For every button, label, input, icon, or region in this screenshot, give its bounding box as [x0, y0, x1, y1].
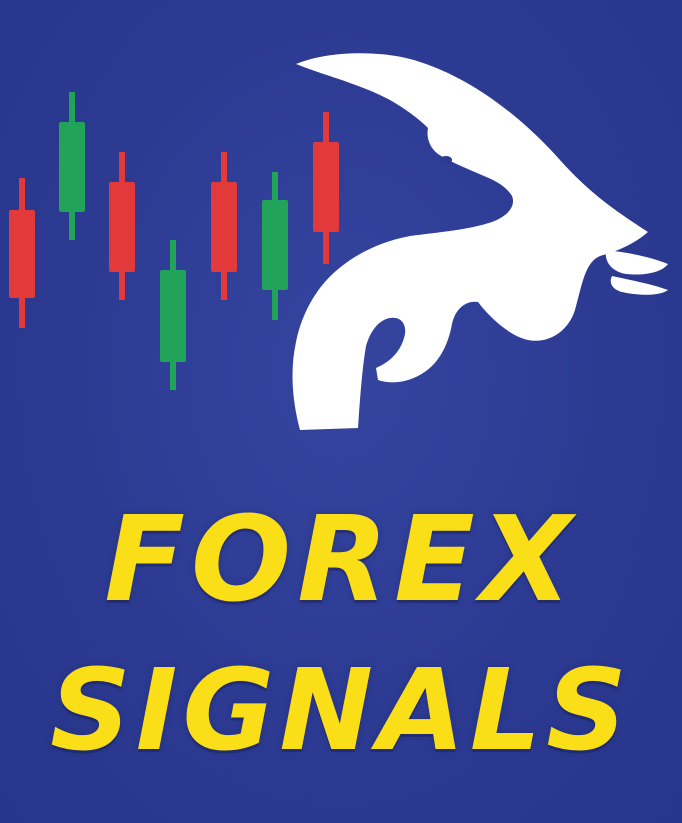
- bearish-candle: [211, 152, 237, 300]
- bearish-candle: [109, 152, 135, 300]
- headline-signals: SIGNALS: [50, 646, 632, 776]
- candle-body: [160, 270, 186, 362]
- bearish-candle: [313, 112, 339, 264]
- candle-body: [313, 142, 339, 232]
- candlestick-chart-icon: [9, 92, 339, 390]
- candle-body: [9, 210, 35, 298]
- bullish-candle: [59, 92, 85, 240]
- bearish-candle: [9, 178, 35, 328]
- headline-forex: FOREX: [104, 490, 578, 628]
- bull-head-icon: [292, 53, 668, 430]
- logo-artwork: [9, 53, 668, 430]
- candle-body: [109, 182, 135, 272]
- candle-body: [59, 122, 85, 212]
- candle-body: [262, 200, 288, 290]
- bullish-candle: [160, 240, 186, 390]
- candle-body: [211, 182, 237, 272]
- bullish-candle: [262, 172, 288, 320]
